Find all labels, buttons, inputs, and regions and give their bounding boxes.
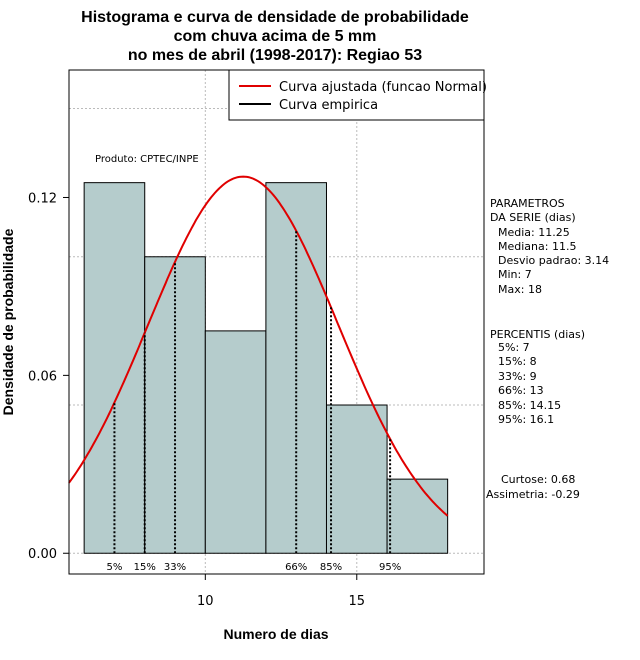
normal-curve-line: [68, 175, 449, 517]
percentile-layer: 5% 15% 33% 66% 85% 95%: [107, 230, 401, 573]
bars-layer: [83, 182, 449, 554]
param-mediana: Mediana: 11.5: [498, 240, 576, 253]
params-title-1: PARAMETROS: [490, 197, 565, 210]
y-tick-label: 0.06: [28, 369, 57, 384]
percentile-label: 66%: [285, 562, 307, 573]
histogram-bar: [83, 182, 146, 554]
y-axis-title: Densidade de probabilidade: [0, 228, 16, 415]
legend-label-empirical: Curva empirica: [279, 98, 378, 113]
curve-layer: [68, 175, 449, 517]
chart-title-line-3: no mes de abril (1998-2017): Regiao 53: [128, 47, 422, 64]
x-axis-title: Numero de dias: [223, 626, 328, 642]
pct-15: 15%: 8: [498, 355, 537, 368]
legend-label-normal: Curva ajustada (funcao Normal): [279, 80, 487, 95]
percentile-label: 5%: [107, 562, 123, 573]
chart-title-line-1: Histograma e curva de densidade de proba…: [81, 9, 469, 26]
histogram-bar: [386, 478, 449, 554]
histogram-bar: [325, 404, 388, 554]
x-tick-label: 15: [349, 594, 366, 609]
axes-layer: 0.00 0.06 0.12 10 15: [28, 191, 365, 609]
pct-title: PERCENTIS (dias): [490, 328, 585, 341]
pct-5: 5%: 7: [498, 341, 530, 354]
param-media: Media: 11.25: [498, 226, 570, 239]
pct-33: 33%: 9: [498, 370, 537, 383]
chart-title-line-2: com chuva acima de 5 mm: [174, 28, 377, 45]
percentile-label: 33%: [164, 562, 186, 573]
legend-box: [228, 69, 485, 121]
percentile-label: 15%: [134, 562, 156, 573]
assimetria-value: Assimetria: -0.29: [486, 488, 580, 501]
param-desvio: Desvio padrao: 3.14: [498, 254, 609, 267]
y-tick-label: 0.00: [28, 547, 57, 562]
x-tick-label: 10: [197, 594, 214, 609]
percentile-label: 85%: [320, 562, 342, 573]
pct-85: 85%: 14.15: [498, 399, 561, 412]
percentile-label: 95%: [379, 562, 401, 573]
param-max: Max: 18: [498, 283, 542, 296]
side-panel: PARAMETROS DA SERIE (dias) Media: 11.25 …: [486, 197, 609, 501]
pct-95: 95%: 16.1: [498, 413, 554, 426]
params-title-2: DA SERIE (dias): [490, 211, 576, 224]
y-tick-label: 0.12: [28, 191, 57, 206]
legend: Curva ajustada (funcao Normal) Curva emp…: [228, 69, 487, 121]
param-min: Min: 7: [498, 268, 532, 281]
pct-66: 66%: 13: [498, 384, 544, 397]
product-annotation: Produto: CPTEC/INPE: [95, 154, 199, 165]
curtose-value: Curtose: 0.68: [501, 473, 575, 486]
histogram-bar: [204, 330, 267, 554]
